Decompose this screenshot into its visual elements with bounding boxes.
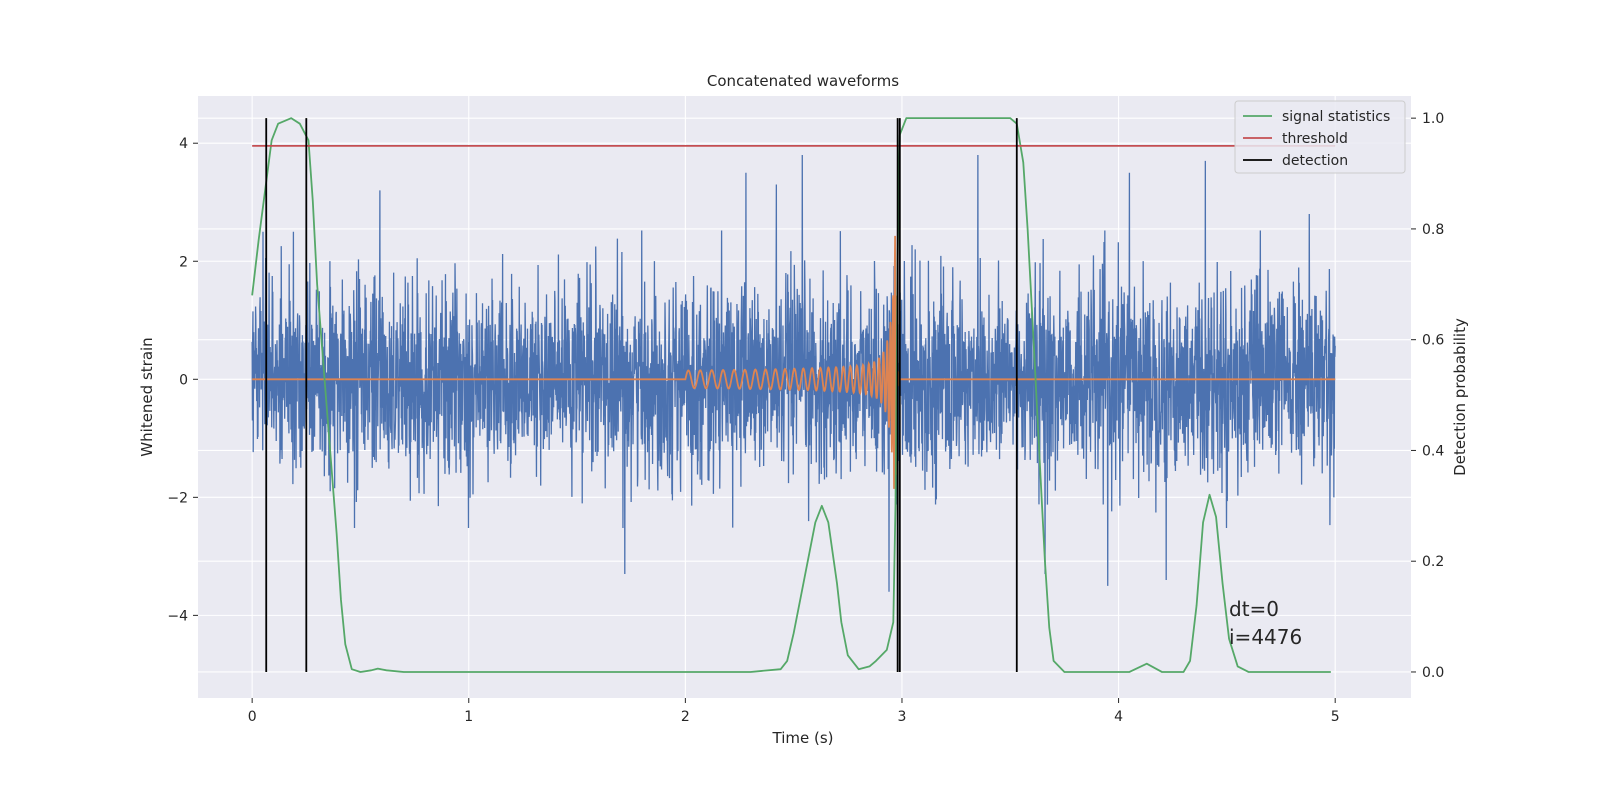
legend-box xyxy=(1234,100,1406,174)
series-chirp-line xyxy=(252,235,1336,489)
legend-label: signal statistics xyxy=(1282,109,1390,125)
y2-tick-label: 0.4 xyxy=(1422,443,1444,459)
y2-tick-label: 0.8 xyxy=(1422,222,1444,238)
legend-label: threshold xyxy=(1282,131,1348,147)
y-tick-label: −2 xyxy=(167,490,188,506)
x-tick-label: 2 xyxy=(681,709,690,725)
y-axis-title: Whitened strain xyxy=(138,337,156,456)
y-tick-label: 2 xyxy=(179,254,188,270)
x-tick-label: 5 xyxy=(1331,709,1340,725)
x-tick-label: 4 xyxy=(1114,709,1123,725)
y-tick-label: −4 xyxy=(167,608,188,624)
y-tick-label: 0 xyxy=(179,372,188,388)
y2-axis-title: Detection probability xyxy=(1451,318,1469,476)
y2-tick-label: 0.0 xyxy=(1422,665,1444,681)
y2-tick-label: 0.6 xyxy=(1422,333,1444,349)
signal-statistics-line xyxy=(251,117,1331,673)
x-tick-label: 1 xyxy=(464,709,473,725)
x-axis-title: Time (s) xyxy=(772,729,834,747)
legend: signal statistics threshold detection xyxy=(1234,100,1406,174)
chart-title: Concatenated waveforms xyxy=(707,72,899,90)
annotation-dt: dt=0 xyxy=(1229,597,1279,621)
series-layer xyxy=(251,117,1336,673)
x-tick-label: 3 xyxy=(898,709,907,725)
y-tick-label: 4 xyxy=(179,136,188,152)
annotation-index: i=4476 xyxy=(1229,625,1302,649)
x-tick-label: 0 xyxy=(248,709,257,725)
series-noise-line xyxy=(251,155,1336,592)
axes-layer: 0 1 2 3 4 5 −4 −2 0 2 4 0.0 0.2 0.4 0.6 0.8 1.0 xyxy=(167,111,1444,725)
legend-label: detection xyxy=(1282,153,1348,169)
y2-tick-label: 0.2 xyxy=(1422,554,1444,570)
y2-tick-label: 1.0 xyxy=(1422,111,1444,127)
